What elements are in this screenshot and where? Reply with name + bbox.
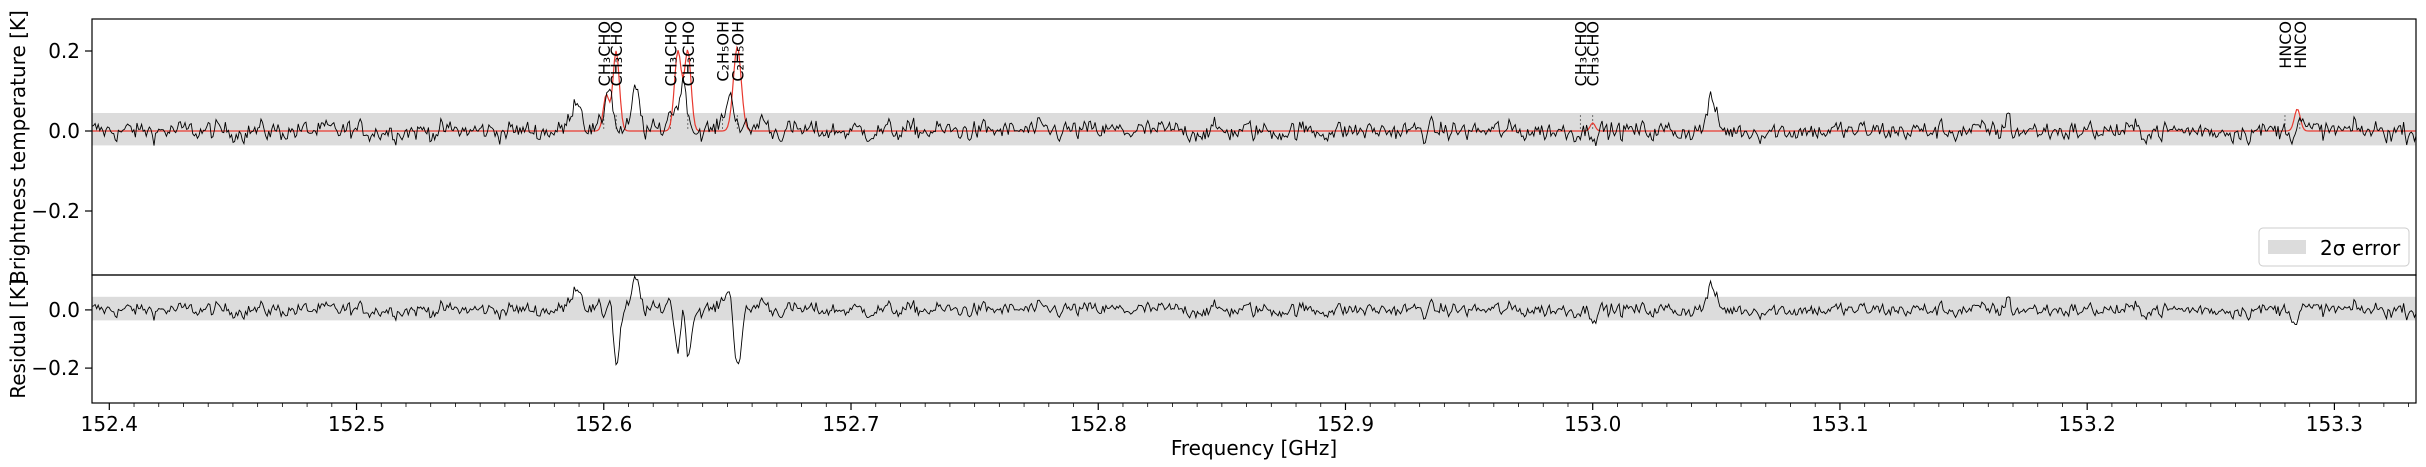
frequency-x-axis: 152.4 152.5 152.6 152.7 152.8 152.9 153.0 153.1… bbox=[81, 403, 2409, 436]
residual-panel: −0.20.0 152.4 152.5 152.6 152.7 152.8 152.9 15… bbox=[31, 274, 2417, 436]
residual-y-axis: −0.2 0.0 bbox=[31, 298, 92, 380]
x-tick-label: 153.1 bbox=[1811, 412, 1868, 436]
molecule-label: HNCO bbox=[2276, 21, 2295, 69]
molecule-label: HNCO bbox=[2291, 21, 2310, 69]
x-tick-label: 152.4 bbox=[81, 412, 138, 436]
legend-label: 2σ error bbox=[2320, 236, 2401, 260]
legend: 2σ error bbox=[2258, 227, 2410, 267]
molecule-label: C₂H₅OH bbox=[728, 21, 747, 82]
residual-y-axis-title: Residual [K] bbox=[6, 279, 30, 399]
molecule-label: CH₃CHO bbox=[679, 21, 698, 86]
x-tick-label: 153.3 bbox=[2306, 412, 2363, 436]
x-tick-label: 153.0 bbox=[1564, 412, 1621, 436]
molecule-label: CH₃CHO bbox=[662, 21, 681, 86]
x-axis-title: Frequency [GHz] bbox=[1171, 436, 1337, 460]
x-tick-label: 152.8 bbox=[1070, 412, 1127, 436]
spectrum-y-axis-title: Brightness temperature [K] bbox=[6, 10, 30, 284]
x-tick-label: 153.2 bbox=[2059, 412, 2116, 436]
x-tick-label: 152.9 bbox=[1317, 412, 1374, 436]
molecule-label: CH₃CHO bbox=[607, 21, 626, 86]
spectrum-y-axis: −0.2 0.0 0.2 bbox=[31, 39, 92, 223]
legend-box bbox=[2258, 227, 2410, 267]
spectrum-panel-frame bbox=[91, 18, 2417, 276]
molecule-label: CH₃CHO bbox=[595, 21, 614, 86]
residual-line bbox=[91, 274, 2417, 366]
molecule-label: CH₃CHO bbox=[1584, 21, 1603, 86]
model-spectrum-line bbox=[92, 45, 2416, 132]
x-tick-label: 152.6 bbox=[575, 412, 632, 436]
spectrum-y-tick-label: −0.2 bbox=[31, 199, 80, 223]
observed-spectrum-line bbox=[91, 77, 2417, 147]
x-tick-label: 152.7 bbox=[822, 412, 879, 436]
residual-y-tick-label: −0.2 bbox=[31, 356, 80, 380]
residual-y-tick-label: 0.0 bbox=[48, 298, 80, 322]
spectrum-y-tick-label: 0.2 bbox=[48, 39, 80, 63]
legend-swatch bbox=[2268, 240, 2306, 254]
spectrum-y-tick-label: 0.0 bbox=[48, 119, 80, 143]
molecule-label: CH₃CHO bbox=[1571, 21, 1590, 86]
x-tick-label: 152.5 bbox=[328, 412, 385, 436]
residual-panel-frame bbox=[91, 274, 2417, 404]
residual-error-band bbox=[92, 296, 2416, 321]
molecule-label: C₂H₅OH bbox=[713, 21, 732, 82]
